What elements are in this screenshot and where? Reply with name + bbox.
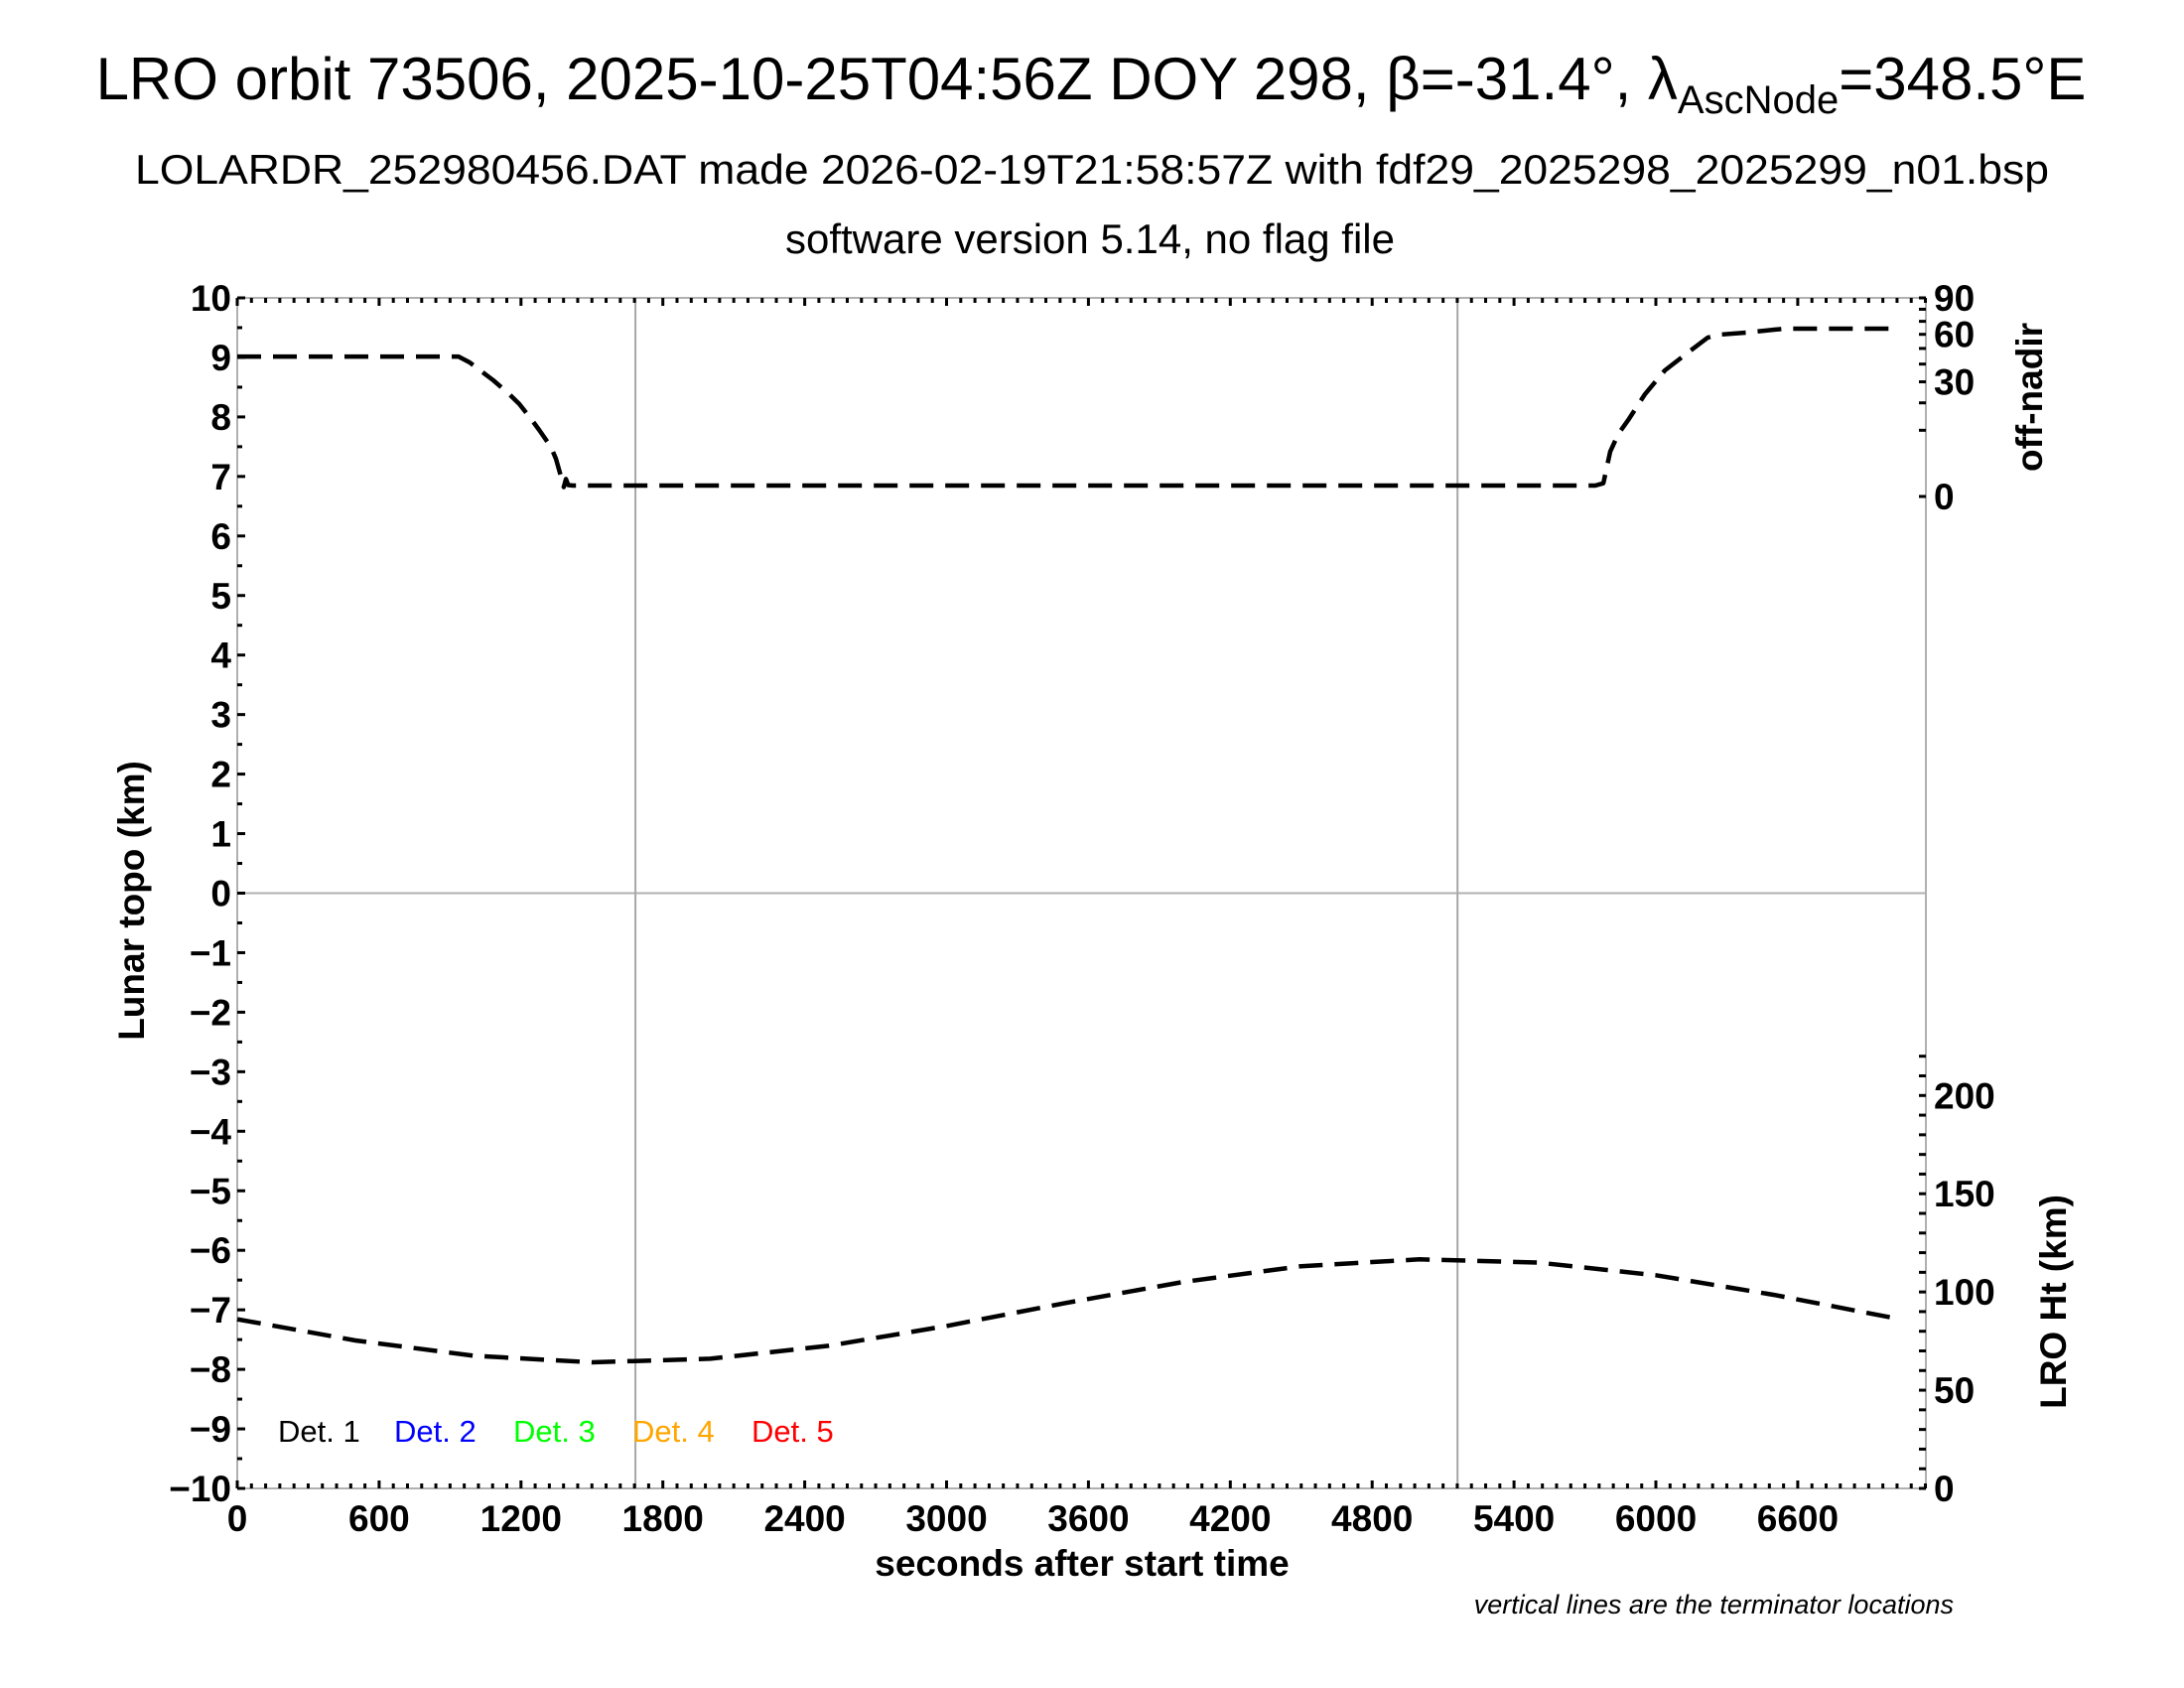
y-tick-label-left: −8 (190, 1349, 231, 1390)
y-axis-label-left: Lunar topo (km) (111, 761, 152, 1041)
x-tick-label: 1800 (622, 1498, 704, 1539)
x-tick-label: 600 (348, 1498, 410, 1539)
y-tick-label-left: 7 (210, 457, 231, 497)
x-tick-label: 4800 (1331, 1498, 1413, 1539)
y-tick-label-left: −2 (190, 992, 231, 1033)
y-tick-label-left: 1 (210, 814, 231, 855)
y-tick-label-left: 2 (210, 755, 231, 795)
y-tick-label-left: 8 (210, 397, 231, 438)
x-tick-label: 3000 (905, 1498, 987, 1539)
y-tick-label-left: 5 (210, 576, 231, 617)
y-tick-label-left: −5 (190, 1171, 231, 1211)
off-nadir-tick-label: 30 (1934, 362, 1975, 403)
height-tick-label: 0 (1934, 1469, 1955, 1509)
off-nadir-series-line (237, 326, 1895, 490)
lro-height-series-line (236, 1257, 1893, 1365)
plot-area: 0 600 1200 1800 2400 3000 3600 4200 4800 5400 6000… (169, 278, 1995, 1539)
off-nadir-tick-label: 90 (1934, 278, 1975, 319)
legend-entry-det-1: Det. 1 (278, 1414, 360, 1449)
off-nadir-tick-label: 60 (1934, 315, 1975, 355)
legend-entry-det-2: Det. 2 (394, 1414, 477, 1449)
x-tick-label: 5400 (1473, 1498, 1555, 1539)
height-tick-label: 50 (1934, 1370, 1975, 1411)
x-tick-label: 6600 (1757, 1498, 1839, 1539)
x-tick-label: 3600 (1047, 1498, 1129, 1539)
y-tick-label-left: −6 (190, 1230, 231, 1271)
x-tick-label: 6000 (1615, 1498, 1697, 1539)
off-nadir-tick-label: 0 (1934, 477, 1955, 517)
y-tick-label-left: −7 (190, 1290, 231, 1331)
y-tick-label-left: 10 (191, 278, 231, 319)
y-axis-label-height: LRO Ht (km) (2033, 1195, 2074, 1409)
legend-entry-det-5: Det. 5 (751, 1414, 834, 1449)
y-tick-label-left: 0 (210, 874, 231, 914)
y-tick-label-left: −4 (190, 1111, 232, 1152)
legend-entry-det-3: Det. 3 (513, 1414, 596, 1449)
y-tick-label-left: −3 (190, 1052, 231, 1092)
legend-entry-det-4: Det. 4 (632, 1414, 715, 1449)
y-tick-label-left: 6 (210, 516, 231, 557)
title-main: LRO orbit 73506, 2025-10-25T04:56Z DOY 2… (96, 46, 1678, 112)
x-tick-label: 4200 (1189, 1498, 1271, 1539)
chart-subtitle-software: software version 5.14, no flag file (785, 215, 1395, 262)
title-subscript: AscNode (1678, 78, 1839, 122)
footnote: vertical lines are the terminator locati… (1474, 1590, 1954, 1619)
chart-subtitle-file: LOLARDR_252980456.DAT made 2026-02-19T21… (135, 146, 2049, 193)
x-tick-label: 1200 (480, 1498, 562, 1539)
y-axis-label-off-nadir: off-nadir (2009, 323, 2050, 472)
y-tick-label-left: 4 (210, 635, 231, 676)
height-tick-label: 150 (1934, 1174, 1995, 1214)
height-tick-label: 100 (1934, 1272, 1995, 1313)
y-tick-label-left: 3 (210, 695, 231, 736)
x-axis-label: seconds after start time (875, 1543, 1289, 1584)
y-tick-label-left: −9 (190, 1409, 231, 1450)
y-tick-label-left: −1 (190, 932, 231, 973)
title-end: =348.5°E (1839, 46, 2086, 112)
chart-title: LRO orbit 73506, 2025-10-25T04:56Z DOY 2… (96, 46, 2087, 122)
y-tick-label-left: −10 (169, 1469, 231, 1509)
height-tick-label: 200 (1934, 1075, 1995, 1116)
x-tick-label: 0 (227, 1498, 248, 1539)
y-tick-label-left: 9 (210, 338, 231, 378)
x-tick-label: 2400 (763, 1498, 845, 1539)
